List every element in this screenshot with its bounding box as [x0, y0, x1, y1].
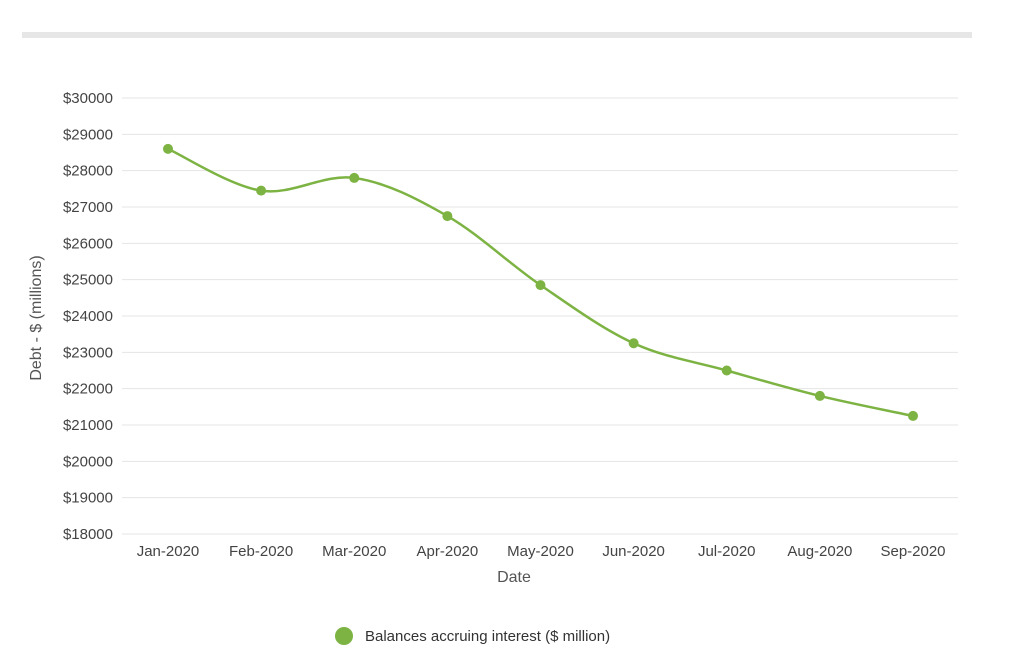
series-line — [167, 147, 914, 418]
x-tick-label: Apr-2020 — [417, 543, 479, 560]
data-point[interactable] — [349, 172, 360, 183]
x-tick-label: Jun-2020 — [602, 543, 665, 560]
gridlines — [122, 97, 958, 535]
y-tick-label: $27000 — [63, 199, 113, 216]
y-tick-label: $24000 — [63, 308, 113, 325]
x-tick-label: Sep-2020 — [880, 543, 945, 560]
x-tick-label: May-2020 — [507, 543, 574, 560]
y-tick-label: $18000 — [63, 526, 113, 543]
top-divider — [22, 32, 972, 38]
data-point[interactable] — [535, 280, 546, 291]
data-point[interactable] — [721, 365, 732, 376]
x-tick-label: Jul-2020 — [698, 543, 756, 560]
x-tick-label: Feb-2020 — [229, 543, 293, 560]
y-tick-label: $30000 — [63, 90, 113, 107]
legend[interactable]: Balances accruing interest ($ million) — [335, 627, 610, 645]
y-tick-label: $28000 — [63, 163, 113, 180]
y-axis-title: Debt - $ (millions) — [28, 255, 45, 380]
y-tick-label: $22000 — [63, 381, 113, 398]
data-point[interactable] — [442, 211, 453, 222]
y-tick-label: $23000 — [63, 344, 113, 361]
x-tick-label: Aug-2020 — [787, 543, 852, 560]
x-tick-label: Mar-2020 — [322, 543, 386, 560]
y-tick-label: $25000 — [63, 272, 113, 289]
y-tick-label: $29000 — [63, 126, 113, 143]
x-axis-title: Date — [497, 569, 531, 586]
y-tick-label: $21000 — [63, 417, 113, 434]
series-group — [163, 143, 918, 421]
y-tick-label: $20000 — [63, 453, 113, 470]
y-axis-ticks: $18000 $19000 $20000 $21000 $22000 $23000 $240… — [63, 90, 113, 543]
data-point[interactable] — [256, 185, 267, 196]
data-point[interactable] — [628, 338, 639, 349]
data-point[interactable] — [163, 143, 173, 154]
legend-label: Balances accruing interest ($ million) — [365, 628, 610, 645]
data-point[interactable] — [814, 390, 825, 401]
legend-marker — [335, 627, 353, 645]
y-tick-label: $19000 — [63, 490, 113, 507]
y-tick-label: $26000 — [63, 235, 113, 252]
x-tick-label: Jan-2020 — [137, 543, 200, 560]
x-axis-ticks: Jan-2020 Feb-2020 Mar-2020 Apr-2020 May-2020… — [137, 543, 946, 560]
data-point[interactable] — [908, 410, 918, 421]
